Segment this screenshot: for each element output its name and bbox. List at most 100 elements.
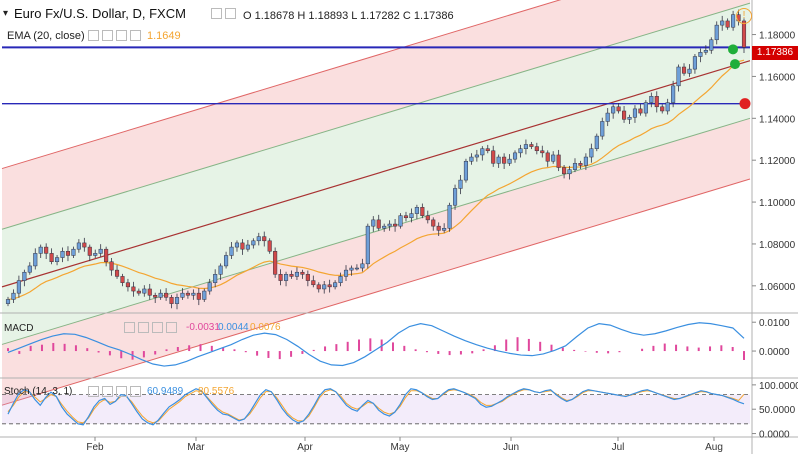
candle-body [180, 292, 185, 298]
channel-mid-line [1, 60, 751, 288]
x-tick-label: Jun [503, 442, 519, 453]
x-tick-label: Jul [612, 442, 625, 453]
candle-body [213, 274, 218, 283]
collapse-icon[interactable]: ▾ [3, 8, 9, 19]
ohlc-readout: O 1.18678 H 1.18893 L 1.17282 C 1.17386 [243, 10, 454, 22]
candle-body [294, 271, 299, 277]
candle-body [125, 282, 130, 288]
macd-value-3: 0.0076 [250, 322, 281, 333]
candle-body [104, 248, 109, 262]
y-tick-label: 1.10000 [759, 198, 796, 209]
candle-body [687, 68, 692, 74]
candle-body [218, 265, 223, 275]
settings-icon[interactable] [102, 385, 113, 397]
channel-upper-line [1, 0, 562, 170]
candle-body [169, 297, 174, 304]
candle-body [256, 236, 261, 242]
alert-icon[interactable]: ! [736, 8, 752, 24]
candle-body [382, 225, 387, 229]
more-icon[interactable] [166, 321, 177, 333]
x-tick-label: Aug [705, 442, 723, 453]
candle-body [414, 207, 419, 214]
macd-buttons [124, 321, 180, 333]
more-icon[interactable] [130, 29, 141, 41]
candle-body [55, 257, 60, 262]
candle-body [714, 24, 719, 41]
candle-body [649, 96, 654, 103]
eye-icon[interactable] [124, 321, 135, 333]
eye-icon[interactable] [211, 7, 222, 19]
candle-body [289, 274, 294, 277]
candle-body [22, 271, 27, 281]
candle-body [16, 280, 21, 294]
candle-body [93, 253, 98, 256]
settings-icon[interactable] [138, 321, 149, 333]
macd-value-1: -0.0031 [186, 322, 220, 333]
candle-body [720, 20, 725, 26]
candle-body [611, 106, 616, 114]
candle-body [654, 96, 659, 108]
candle-body [60, 251, 65, 258]
candle-body [207, 282, 212, 292]
candle-body [240, 242, 245, 250]
close-icon[interactable] [116, 29, 127, 41]
candle-body [709, 39, 714, 51]
stoch-k-line [7, 388, 745, 426]
candle-body [371, 219, 376, 227]
marker-red-dot [739, 98, 751, 110]
candle-body [491, 150, 496, 164]
eye-icon[interactable] [88, 385, 99, 397]
candle-body [322, 284, 327, 290]
candle-body [153, 294, 158, 298]
candle-body [327, 284, 332, 288]
macd-label: MACD [4, 323, 34, 334]
candle-body [98, 248, 103, 254]
candle-body [643, 102, 648, 114]
macd-plot [7, 322, 745, 367]
settings-icon[interactable] [225, 7, 236, 19]
candle-body [463, 160, 469, 181]
stoch-band-fill [2, 394, 750, 424]
candle-body [316, 284, 321, 290]
candle-body [283, 274, 289, 281]
close-icon[interactable] [116, 385, 127, 397]
candle-body [333, 282, 338, 288]
candle-body [202, 290, 207, 300]
candle-body [518, 148, 523, 154]
candle-body [545, 152, 550, 162]
x-tick-label: May [391, 442, 410, 453]
candle-body [403, 215, 409, 219]
candle-body [534, 146, 539, 152]
candle-body [387, 223, 392, 227]
channel-inner-upper-line [1, 2, 751, 230]
candle-body [38, 246, 43, 254]
candle-body [44, 246, 49, 254]
candle-body [703, 50, 708, 53]
candle-body [300, 271, 305, 275]
candle-body [583, 156, 588, 166]
close-icon[interactable] [152, 321, 163, 333]
price-plot [1, 0, 751, 406]
macd-tick-label: 0.0000 [759, 347, 790, 358]
marker-green-dot [728, 44, 738, 55]
candle-body [480, 148, 485, 156]
macd-value-2: 0.0044 [218, 322, 249, 333]
eye-icon[interactable] [88, 29, 99, 41]
candle-body [136, 290, 141, 294]
candle-body [398, 215, 403, 227]
candle-body [245, 244, 250, 250]
candle-body [725, 20, 730, 28]
candle-body [229, 246, 234, 256]
candle-body [616, 106, 621, 112]
settings-icon[interactable] [102, 29, 113, 41]
candle-body [376, 219, 381, 229]
candle-body [114, 269, 120, 277]
stoch-value-1: 60.9489 [147, 386, 184, 397]
ema-label: EMA (20, close) [7, 30, 85, 42]
x-tick-label: Mar [187, 442, 205, 453]
candle-body [496, 156, 501, 164]
candle-body [393, 223, 398, 227]
more-icon[interactable] [130, 385, 141, 397]
y-tick-label: 1.06000 [759, 282, 796, 293]
